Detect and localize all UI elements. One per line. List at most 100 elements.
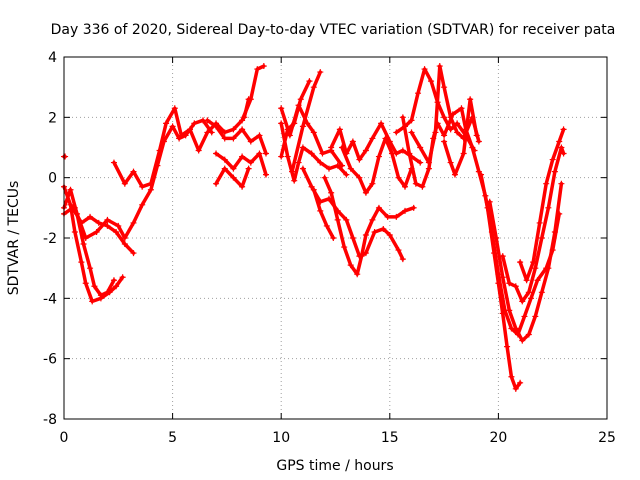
data-point: [447, 126, 454, 133]
data-point: [80, 241, 87, 248]
data-point: [402, 207, 409, 214]
data-point: [130, 168, 137, 175]
data-point: [362, 231, 369, 238]
data-point: [358, 253, 365, 260]
data-point: [239, 117, 246, 124]
data-point: [362, 147, 369, 154]
data-point: [393, 213, 400, 220]
data-point: [369, 180, 376, 187]
data-point: [556, 138, 563, 145]
x-tick-label: 5: [168, 430, 177, 446]
data-point: [256, 132, 263, 139]
data-point: [139, 183, 146, 190]
data-point: [310, 186, 317, 193]
data-point: [523, 277, 530, 284]
y-tick-label: -8: [43, 412, 57, 428]
series-track-i: [213, 165, 252, 190]
data-point: [534, 277, 541, 284]
data-point: [525, 331, 532, 338]
data-point: [375, 204, 382, 211]
data-point: [428, 78, 435, 85]
data-point: [417, 144, 424, 151]
data-point: [384, 213, 391, 220]
data-point: [104, 216, 111, 223]
data-point: [239, 153, 246, 160]
data-point: [260, 63, 267, 70]
data-point: [245, 165, 252, 172]
data-point: [499, 253, 506, 260]
data-point: [230, 126, 237, 133]
series-track-za: [517, 126, 567, 284]
data-point: [308, 150, 315, 157]
data-point: [469, 144, 476, 151]
data-point: [395, 247, 402, 254]
data-point: [121, 241, 128, 248]
data-point: [317, 159, 324, 166]
x-axis-label: GPS time / hours: [276, 458, 393, 474]
data-point: [213, 180, 220, 187]
data-point: [291, 177, 298, 184]
data-point: [517, 259, 524, 266]
data-point: [325, 165, 332, 172]
series-track-j: [241, 96, 252, 121]
data-point: [538, 235, 545, 241]
data-point: [406, 150, 413, 157]
data-point: [191, 120, 198, 127]
series-track-m: [289, 69, 324, 175]
data-point: [432, 129, 439, 136]
series-track-z: [499, 144, 567, 305]
data-point: [93, 228, 100, 235]
y-tick-label: -4: [43, 291, 57, 307]
data-point: [421, 66, 428, 73]
data-point: [415, 90, 422, 97]
data-point: [245, 96, 252, 103]
data-point: [171, 105, 178, 112]
data-point: [425, 159, 432, 166]
data-point: [527, 295, 534, 302]
series-track-l: [278, 120, 350, 184]
data-point: [328, 189, 335, 196]
data-point: [306, 78, 313, 85]
data-point: [560, 150, 567, 157]
y-tick-label: 4: [48, 50, 57, 66]
data-point: [239, 183, 246, 190]
data-point: [204, 117, 211, 124]
data-point: [278, 120, 285, 127]
data-point: [475, 168, 482, 175]
data-point: [467, 96, 474, 103]
data-point: [532, 313, 539, 320]
data-point: [82, 235, 89, 241]
series-track-q: [321, 174, 417, 278]
data-point: [375, 153, 382, 160]
series-line: [242, 97, 251, 120]
data-point: [508, 373, 515, 380]
data-point: [336, 126, 343, 133]
data-point: [495, 280, 502, 287]
data-point: [104, 222, 111, 229]
data-point: [341, 244, 348, 251]
data-point: [262, 150, 269, 157]
x-tick-label: 25: [598, 430, 616, 446]
data-point: [369, 216, 376, 223]
data-point: [87, 213, 94, 220]
y-tick-label: 2: [48, 110, 57, 126]
data-point: [230, 135, 237, 142]
data-point: [451, 171, 458, 178]
data-point: [551, 168, 558, 175]
data-point: [230, 174, 237, 181]
data-point: [441, 114, 448, 121]
data-point: [512, 283, 519, 290]
data-point: [113, 228, 120, 235]
data-point: [289, 168, 296, 175]
data-point: [560, 126, 567, 133]
data-point: [176, 135, 183, 142]
data-point: [356, 174, 363, 181]
data-point: [319, 150, 326, 157]
data-point: [349, 235, 356, 241]
data-point: [62, 153, 69, 160]
data-point: [91, 283, 98, 290]
series-track-y: [486, 180, 565, 344]
data-point: [343, 171, 350, 178]
data-point: [447, 114, 454, 121]
